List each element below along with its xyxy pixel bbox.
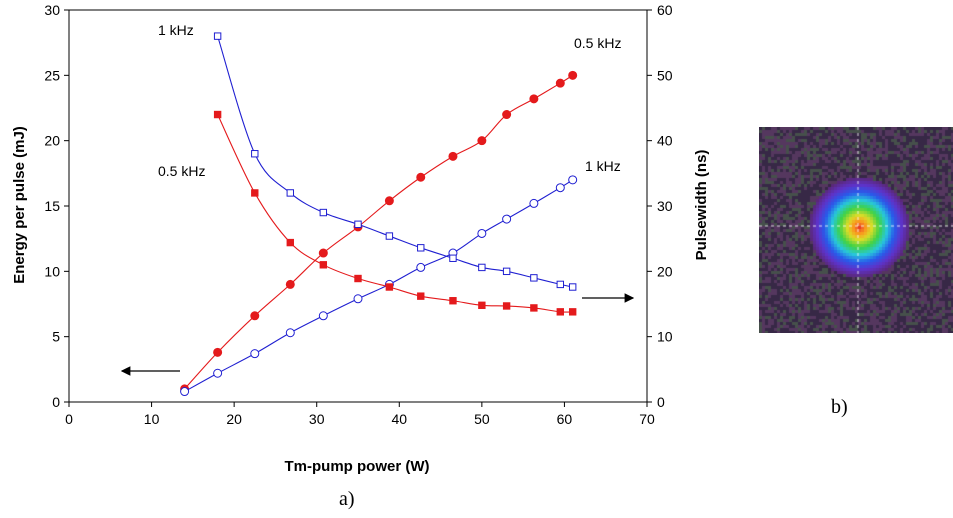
x-tick-label: 60: [557, 411, 573, 427]
plot-frame: [68, 9, 648, 403]
data-point: [318, 248, 328, 258]
data-point: [213, 347, 223, 357]
data-point: [285, 328, 295, 338]
data-point: [416, 262, 426, 272]
data-point: [555, 183, 565, 193]
data-point: [568, 70, 578, 80]
pump-power-chart: 0 10 20 30 40 50 60 700510152025300102030405060…: [11, 2, 710, 475]
series-line: [217, 35, 573, 288]
data-point: [556, 280, 564, 289]
x-tick-label: 70: [639, 411, 655, 427]
y-axis-title: Energy per pulse (mJ): [11, 126, 28, 284]
y2-axis-title: Pulsewidth (ns): [693, 150, 710, 261]
y2-tick-label: 30: [657, 198, 673, 214]
panel-label-a: a): [339, 488, 355, 510]
data-point: [530, 274, 538, 282]
data-point: [354, 220, 362, 228]
label-0-5khz-energy: 0.5 kHz: [574, 35, 621, 51]
x-tick-label: 0: [65, 411, 73, 427]
beam-profile-image: [759, 127, 953, 333]
data-point: [353, 294, 363, 304]
data-point: [385, 283, 394, 291]
data-point: [213, 32, 222, 40]
series-3: [213, 32, 577, 291]
series-2: [213, 110, 577, 316]
data-point: [285, 279, 295, 289]
y-tick-label: 0: [52, 394, 60, 410]
y2-tick-label: 40: [657, 133, 673, 149]
data-point: [250, 311, 260, 321]
data-point: [319, 261, 328, 269]
data-point: [213, 110, 222, 119]
data-point: [385, 232, 394, 240]
data-point: [477, 136, 487, 146]
x-tick-label: 50: [474, 411, 490, 427]
data-point: [568, 308, 577, 316]
data-point: [213, 368, 223, 378]
series-1: [180, 175, 578, 397]
data-point: [555, 78, 565, 88]
label-1khz-energy: 1 kHz: [585, 158, 621, 174]
data-point: [568, 175, 578, 185]
data-point: [449, 254, 457, 262]
data-point: [478, 301, 486, 310]
data-point: [502, 214, 512, 224]
data-point: [318, 311, 328, 321]
data-point: [416, 172, 426, 182]
y-tick-label: 10: [44, 263, 60, 279]
series-group: [180, 32, 578, 397]
data-point: [354, 274, 362, 283]
data-point: [448, 151, 458, 161]
data-point: [529, 94, 539, 104]
y-tick-label: 25: [44, 67, 60, 83]
data-point: [556, 308, 564, 316]
data-point: [568, 283, 577, 291]
data-point: [384, 196, 394, 206]
data-point: [502, 110, 512, 120]
data-point: [417, 244, 425, 252]
series-line: [217, 114, 573, 313]
x-axis-title: Tm-pump power (W): [285, 458, 430, 475]
data-point: [417, 292, 425, 300]
x-tick-label: 10: [144, 411, 160, 427]
data-point: [478, 263, 486, 272]
x-tick-label: 40: [391, 411, 407, 427]
data-point: [319, 208, 328, 217]
series-line: [184, 179, 573, 393]
x-tick-label: 20: [226, 411, 242, 427]
beam-profile-canvas: [759, 127, 953, 333]
y-tick-label: 15: [44, 198, 60, 214]
y2-tick-label: 60: [657, 2, 673, 18]
data-point: [286, 238, 294, 247]
x-tick-label: 30: [309, 411, 325, 427]
data-point: [530, 304, 538, 312]
data-point: [529, 198, 539, 208]
y-tick-label: 30: [44, 2, 60, 18]
y2-tick-label: 20: [657, 263, 673, 279]
data-point: [251, 150, 259, 158]
data-point: [180, 387, 190, 397]
data-point: [251, 189, 259, 197]
data-point: [502, 267, 511, 276]
y2-tick-label: 0: [657, 394, 665, 410]
panel-label-b: b): [831, 396, 848, 418]
label-1khz-pulsewidth: 1 kHz: [158, 22, 194, 38]
axes: [64, 9, 652, 407]
y2-tick-label: 50: [657, 67, 673, 83]
y2-tick-label: 10: [657, 329, 673, 345]
data-point: [250, 349, 260, 359]
data-point: [502, 302, 511, 310]
data-point: [477, 228, 487, 238]
data-point: [286, 189, 294, 197]
label-0-5khz-pulsewidth: 0.5 kHz: [158, 163, 205, 179]
y-tick-label: 5: [52, 329, 60, 345]
y-tick-label: 20: [44, 133, 60, 149]
data-point: [449, 297, 457, 305]
